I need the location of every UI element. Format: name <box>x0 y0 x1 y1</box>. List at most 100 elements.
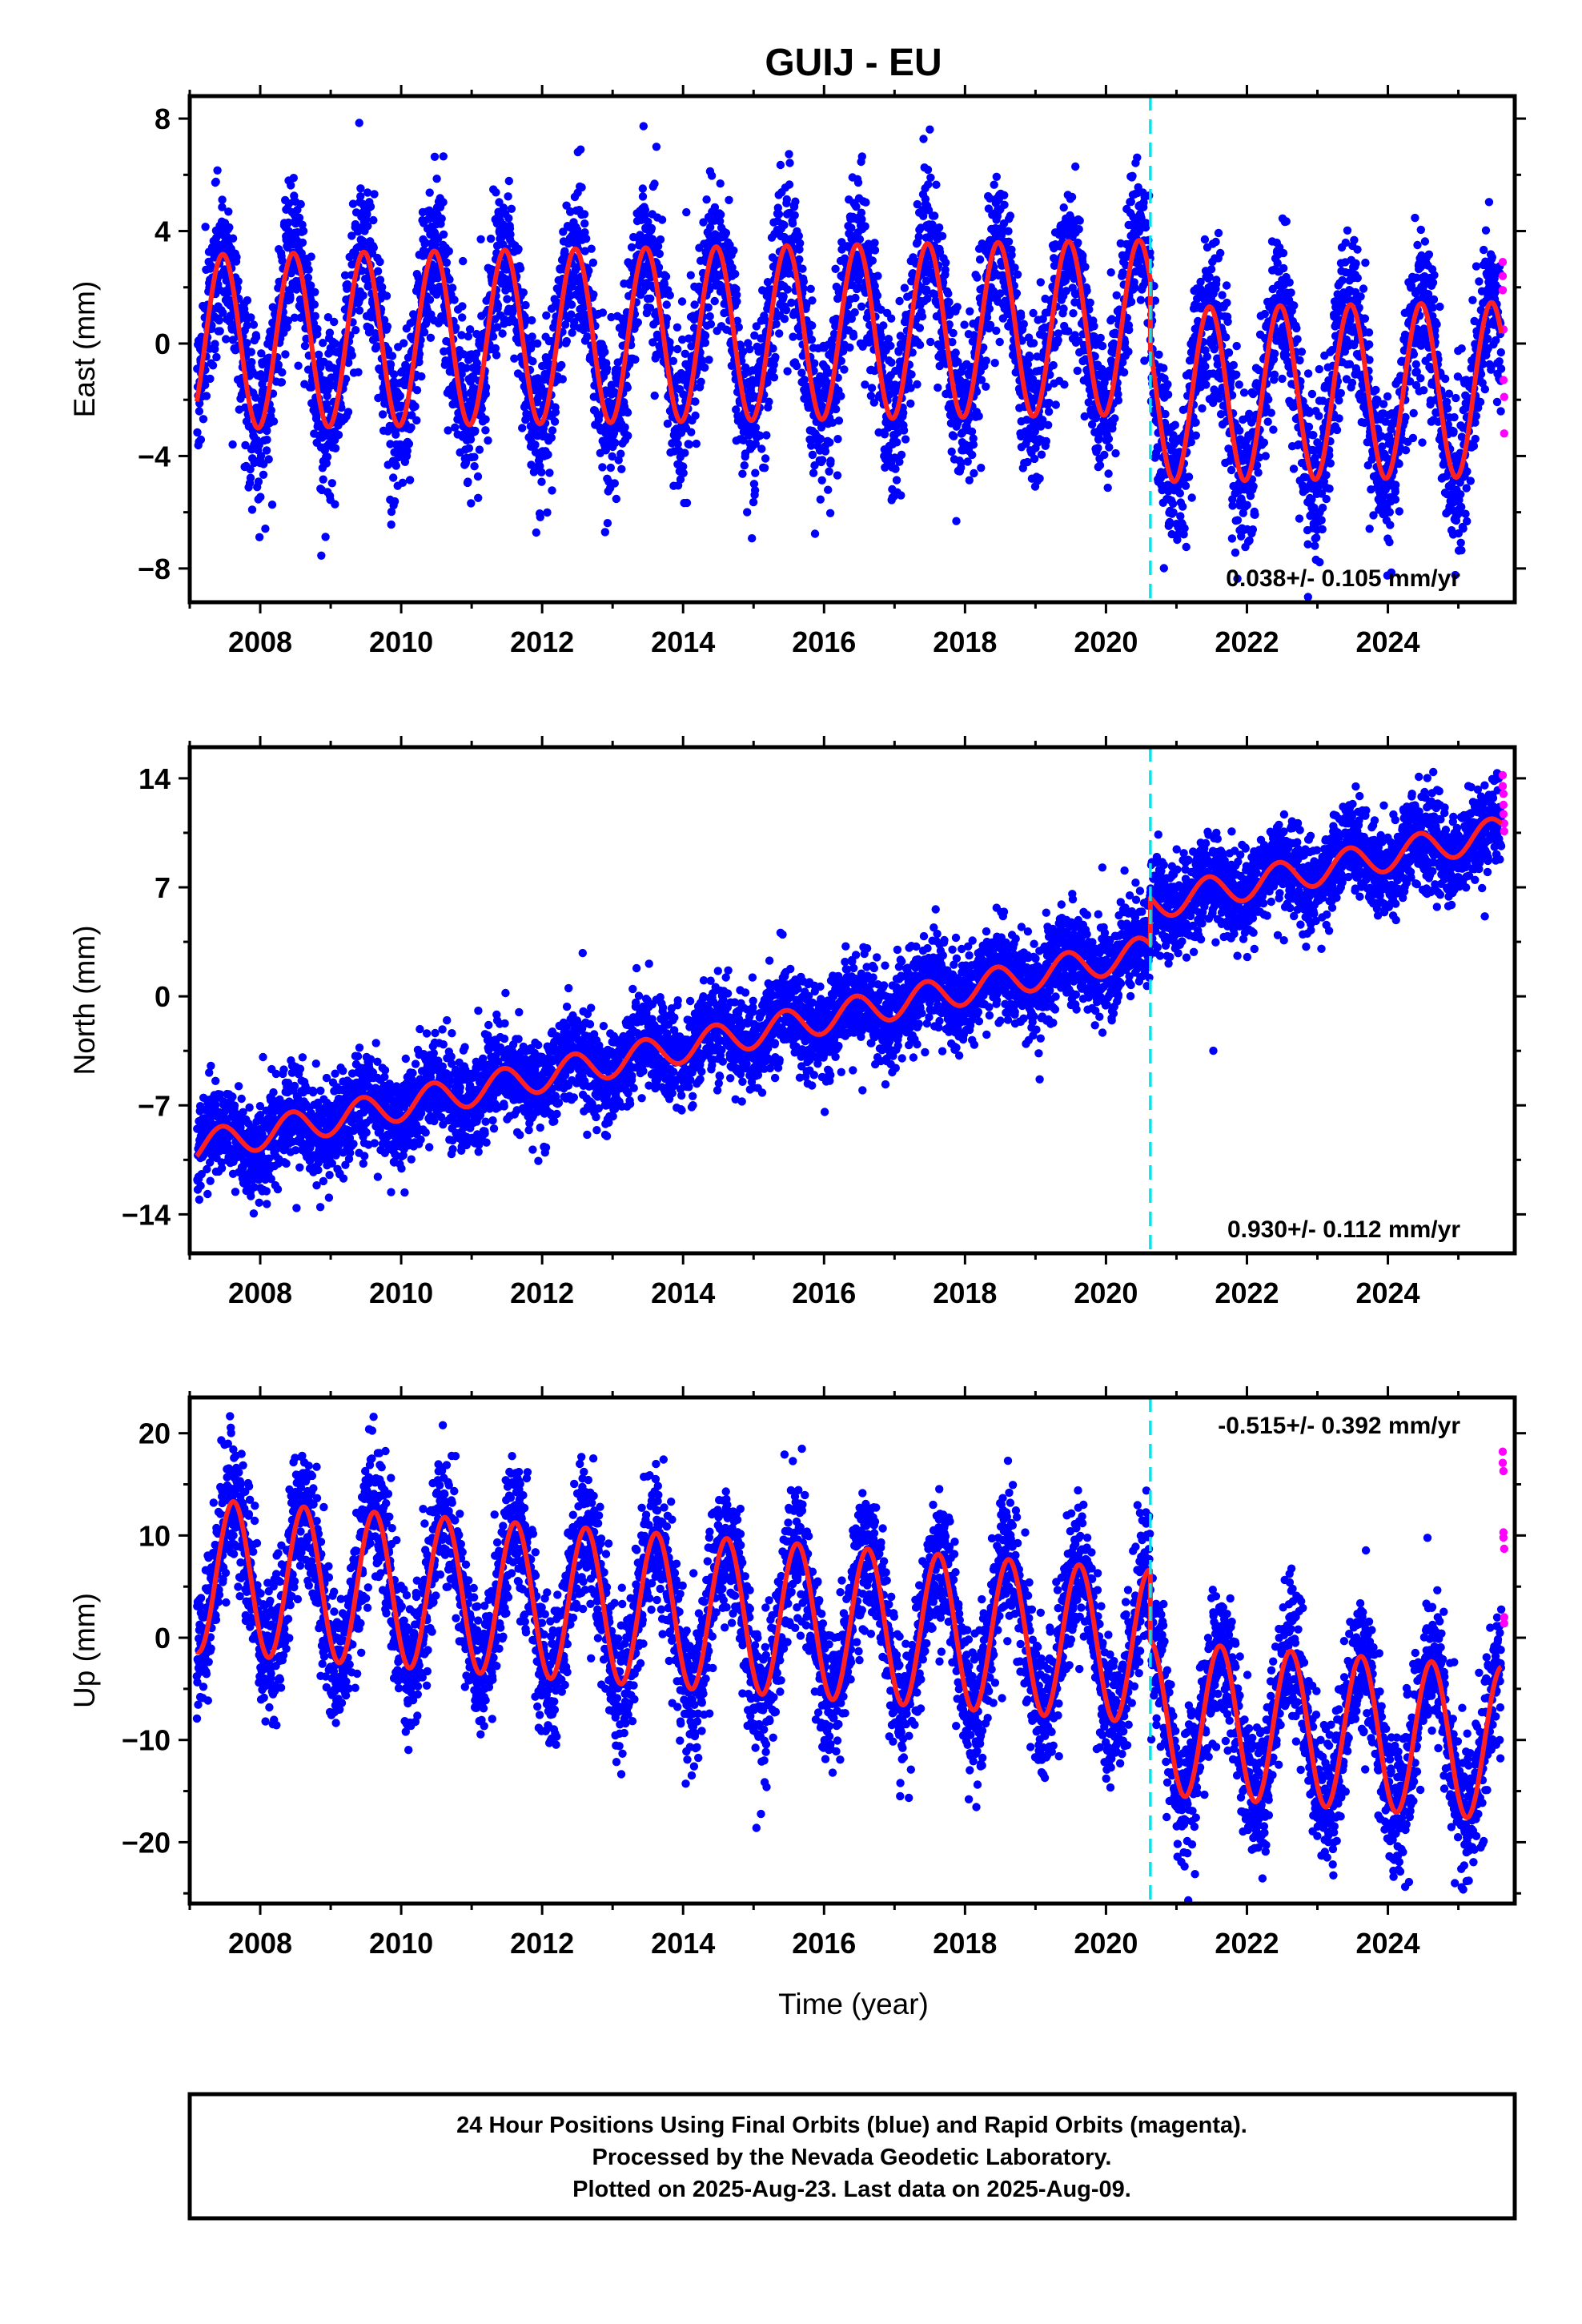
final-orbit-point <box>992 172 1002 181</box>
final-orbit-point <box>470 452 479 461</box>
final-orbit-point <box>919 135 928 143</box>
final-orbit-point <box>917 312 927 321</box>
final-orbit-point <box>806 284 815 293</box>
final-orbit-point <box>403 446 412 456</box>
final-orbit-point <box>900 283 909 292</box>
final-orbit-point <box>281 350 290 359</box>
final-orbit-point <box>340 271 350 279</box>
final-orbit-point <box>445 275 454 284</box>
final-orbit-point <box>213 166 222 175</box>
final-orbit-point <box>790 211 799 219</box>
final-orbit-point <box>785 159 794 167</box>
final-orbit-point <box>901 435 910 444</box>
final-orbit-point <box>788 219 797 228</box>
final-orbit-point <box>1170 420 1180 429</box>
final-orbit-point <box>1049 360 1058 370</box>
final-orbit-point <box>995 337 1004 347</box>
final-orbit-point <box>464 444 474 452</box>
final-orbit-point <box>799 277 808 286</box>
final-orbit-point <box>251 333 261 342</box>
final-orbit-point <box>833 471 842 480</box>
final-orbit-point <box>602 364 612 373</box>
final-orbit-point <box>808 321 817 330</box>
final-orbit-point <box>263 435 271 444</box>
final-orbit-point <box>1075 216 1084 225</box>
final-orbit-point <box>1004 237 1014 246</box>
final-orbit-point <box>809 468 818 477</box>
final-orbit-point <box>498 329 507 338</box>
final-orbit-point <box>304 265 313 274</box>
final-orbit-point <box>369 215 378 225</box>
final-orbit-point <box>391 461 400 470</box>
final-orbit-point <box>375 257 384 267</box>
final-orbit-point <box>317 551 326 560</box>
final-orbit-point <box>1105 443 1114 452</box>
final-orbit-point <box>261 525 270 533</box>
final-orbit-point <box>373 267 383 275</box>
final-orbit-point <box>990 180 998 189</box>
final-orbit-point <box>550 417 560 426</box>
final-orbit-point <box>537 468 546 476</box>
final-orbit-point <box>646 294 655 303</box>
final-orbit-point <box>600 528 609 537</box>
final-orbit-point <box>624 431 632 440</box>
final-orbit-point <box>311 287 319 296</box>
final-orbit-point <box>1187 493 1196 502</box>
final-orbit-point <box>442 258 452 267</box>
final-orbit-point <box>1126 297 1136 307</box>
final-orbit-point <box>234 277 243 286</box>
final-orbit-point <box>705 356 713 364</box>
final-orbit-point <box>1090 322 1098 331</box>
final-orbit-point <box>405 476 415 485</box>
final-orbit-point <box>325 328 335 337</box>
final-orbit-point <box>323 313 333 322</box>
final-orbit-point <box>748 534 757 543</box>
final-orbit-point <box>425 296 435 304</box>
final-orbit-point <box>551 408 560 416</box>
final-orbit-point <box>825 467 833 476</box>
final-orbit-point <box>218 203 227 211</box>
final-orbit-point <box>274 360 283 369</box>
final-orbit-point <box>791 197 800 206</box>
final-orbit-point <box>201 380 210 389</box>
final-orbit-point <box>201 223 210 231</box>
final-orbit-point <box>243 296 252 305</box>
final-orbit-point <box>817 456 827 464</box>
final-orbit-point <box>1104 469 1113 478</box>
final-orbit-point <box>691 411 700 420</box>
final-orbit-point <box>673 344 682 354</box>
final-orbit-point <box>262 446 271 455</box>
final-orbit-point <box>587 244 596 253</box>
final-orbit-point <box>256 452 266 460</box>
final-orbit-point <box>870 239 879 247</box>
final-orbit-point <box>557 360 566 370</box>
final-orbit-point <box>219 308 227 317</box>
final-orbit-point <box>255 533 264 541</box>
final-orbit-point <box>775 329 784 338</box>
final-orbit-point <box>701 331 710 340</box>
final-orbit-points <box>193 119 1506 601</box>
final-orbit-point <box>391 430 400 439</box>
final-orbit-point <box>663 419 673 428</box>
final-orbit-point <box>1006 211 1015 220</box>
final-orbit-point <box>702 195 711 204</box>
final-orbit-point <box>1000 191 1009 199</box>
final-orbit-point <box>915 340 925 349</box>
final-orbit-point <box>208 361 218 370</box>
final-orbit-point <box>510 354 519 363</box>
final-orbit-point <box>849 332 858 341</box>
final-orbit-point <box>247 358 256 367</box>
final-orbit-point <box>977 464 986 472</box>
final-orbit-point <box>321 533 330 541</box>
final-orbit-point <box>951 348 960 357</box>
final-orbit-point <box>425 188 434 197</box>
final-orbit-point <box>195 407 204 416</box>
final-orbit-point <box>1191 418 1200 427</box>
final-orbit-point <box>687 428 696 436</box>
final-orbit-point <box>531 440 540 449</box>
final-orbit-point <box>1036 278 1046 287</box>
final-orbit-point <box>576 145 585 154</box>
final-orbit-point <box>845 343 854 352</box>
final-orbit-point <box>562 336 571 346</box>
final-orbit-point <box>547 433 556 442</box>
